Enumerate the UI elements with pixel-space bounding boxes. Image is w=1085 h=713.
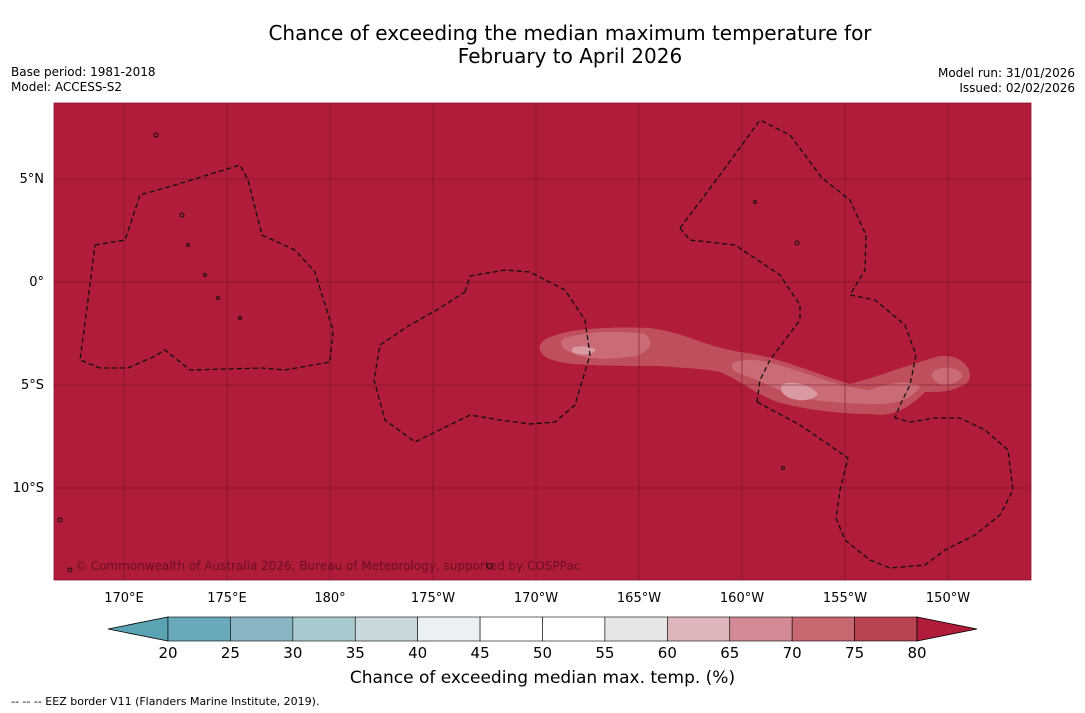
eez-phoenix <box>373 269 591 443</box>
lon-label: 175°E <box>207 591 247 606</box>
lon-label: 150°W <box>926 591 970 606</box>
islands <box>57 132 800 573</box>
colorbar-segment <box>292 616 356 642</box>
issued-date: Issued: 02/02/2026 <box>959 81 1075 95</box>
lon-label: 170°W <box>514 591 558 606</box>
eez-line-west-edge <box>679 227 801 403</box>
eez-footer-note: -- -- -- EEZ border V11 (Flanders Marine… <box>11 695 320 708</box>
colorbar-tick-label: 55 <box>595 644 614 662</box>
colorbar: 20 25 30 35 40 45 50 55 60 65 70 75 80 <box>107 616 978 662</box>
lon-axis-labels: 170°E 175°E 180° 175°W 170°W 165°W 160°W… <box>104 591 970 606</box>
colorbar-segment <box>354 616 418 642</box>
colorbar-segment <box>854 616 918 642</box>
colorbar-over-arrow <box>916 616 978 642</box>
colorbar-tick-label: 70 <box>783 644 802 662</box>
island <box>57 517 63 523</box>
lon-label: 165°W <box>617 591 661 606</box>
colorbar-segment <box>479 616 543 642</box>
island <box>186 243 190 247</box>
island <box>153 132 159 138</box>
colorbar-tick-label: 75 <box>845 644 864 662</box>
contour-65-b <box>781 382 818 401</box>
model-run: Model run: 31/01/2026 <box>937 66 1075 80</box>
island <box>753 200 757 204</box>
island <box>203 273 207 277</box>
eez-cook-islands <box>756 401 1014 569</box>
colorbar-segment <box>417 616 481 642</box>
lon-label: 155°W <box>823 591 867 606</box>
anomaly-contours <box>539 327 970 415</box>
colorbar-segment <box>230 616 294 642</box>
lat-label: 5°S <box>21 378 44 393</box>
colorbar-tick-label: 45 <box>471 644 490 662</box>
lat-label: 0° <box>29 275 44 290</box>
lon-label: 170°E <box>104 591 144 606</box>
colorbar-tick-label: 50 <box>533 644 552 662</box>
lat-axis-labels: 5°N 0° 5°S 10°S <box>13 172 44 496</box>
lon-label: 180° <box>314 591 345 606</box>
map-frame <box>53 102 1032 581</box>
eez-kiribati-gilbert <box>79 164 334 371</box>
contour-70-b <box>731 359 920 404</box>
lon-label: 160°W <box>720 591 764 606</box>
island <box>216 296 220 300</box>
meta-left: Base period: 1981-2018 Model: ACCESS-S2 <box>11 65 156 95</box>
contour-70-c <box>931 367 962 385</box>
colorbar-segment <box>791 616 855 642</box>
base-period: Base period: 1981-2018 <box>11 65 156 79</box>
map-background <box>54 103 1031 580</box>
colorbar-tick-label: 20 <box>158 644 177 662</box>
island <box>487 563 493 569</box>
title-line-1: Chance of exceeding the median maximum t… <box>268 21 872 45</box>
colorbar-tick-label: 80 <box>907 644 926 662</box>
lat-label: 5°N <box>20 172 45 187</box>
island <box>179 212 185 218</box>
colorbar-tick-label: 35 <box>346 644 365 662</box>
meta-right: Model run: 31/01/2026 Issued: 02/02/2026 <box>938 66 1075 96</box>
island <box>794 240 800 246</box>
colorbar-segment <box>667 616 731 642</box>
colorbar-tick-label: 25 <box>221 644 240 662</box>
chart-title: Chance of exceeding the median maximum t… <box>0 22 1085 68</box>
colorbar-tick-label: 65 <box>720 644 739 662</box>
colorbar-tick-label: 60 <box>658 644 677 662</box>
colorbar-segment <box>604 616 668 642</box>
gridlines <box>54 103 1031 580</box>
colorbar-segment <box>542 616 606 642</box>
lon-label: 175°W <box>411 591 455 606</box>
lat-label: 10°S <box>13 481 44 496</box>
colorbar-under-arrow <box>107 616 169 642</box>
eez-line-islands <box>679 119 917 419</box>
colorbar-segment <box>167 616 231 642</box>
model-name: Model: ACCESS-S2 <box>11 80 123 94</box>
copyright-text: © Commonwealth of Australia 2026, Bureau… <box>75 559 580 573</box>
colorbar-tick-label: 40 <box>408 644 427 662</box>
island <box>781 466 785 470</box>
colorbar-segment <box>729 616 793 642</box>
eez-borders <box>79 119 1014 569</box>
island <box>238 316 242 320</box>
title-line-2: February to April 2026 <box>457 44 683 68</box>
colorbar-label: Chance of exceeding median max. temp. (%… <box>349 668 736 688</box>
colorbar-tick-label: 30 <box>283 644 302 662</box>
island <box>67 567 73 573</box>
